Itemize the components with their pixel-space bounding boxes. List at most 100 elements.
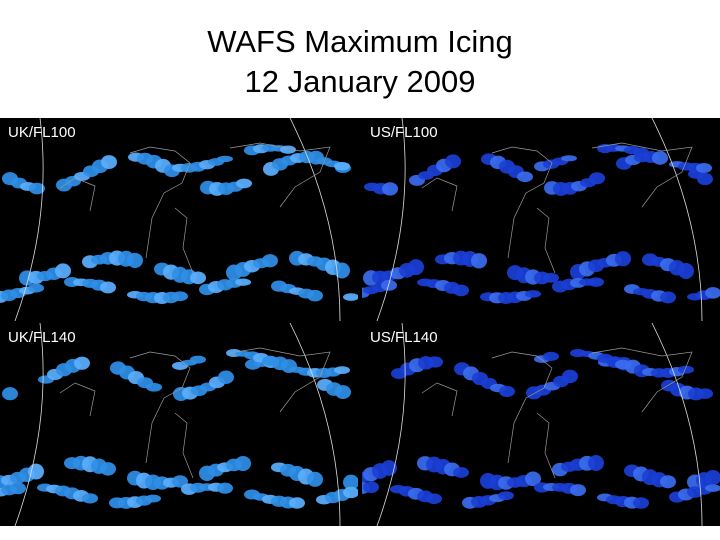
icing-region — [29, 182, 45, 195]
icing-region — [343, 293, 358, 301]
coastline — [591, 347, 693, 413]
icing-region — [652, 151, 668, 165]
map-panel-uk-fl140: UK/FL140 — [0, 323, 358, 526]
icing-region — [453, 284, 469, 297]
icing-region — [615, 251, 631, 267]
icing-region — [678, 263, 694, 279]
icing-region — [498, 491, 514, 501]
icing-region — [660, 475, 676, 489]
icing-region — [74, 356, 90, 370]
icing-region — [335, 385, 351, 400]
icing-region — [2, 387, 18, 401]
projection-line — [651, 323, 703, 526]
coastline — [129, 351, 191, 464]
icing-region — [172, 291, 188, 302]
icing-region — [705, 484, 720, 492]
icing-region — [146, 382, 162, 392]
icing-region — [235, 455, 251, 472]
panel-label: UK/FL100 — [8, 124, 76, 141]
projection-line — [14, 323, 44, 526]
icing-region — [101, 155, 117, 170]
icing-region — [633, 497, 649, 509]
map-panel-us-fl140: US/FL140 — [362, 323, 720, 526]
icing-region — [343, 486, 358, 499]
projection-line — [376, 118, 406, 321]
icing-region — [589, 172, 605, 185]
coastline — [229, 347, 331, 413]
icing-map — [362, 323, 720, 526]
coastline — [491, 146, 553, 259]
icing-region — [262, 355, 278, 366]
coastline — [129, 146, 191, 259]
icing-region — [499, 385, 515, 398]
projection-line — [376, 323, 406, 526]
projection-line — [289, 118, 341, 321]
icing-region — [543, 272, 559, 283]
icing-region — [172, 475, 188, 488]
title-line-2: 12 January 2009 — [244, 64, 476, 99]
icing-region — [55, 263, 71, 279]
title-line-1: WAFS Maximum Icing — [207, 24, 513, 59]
icing-region — [334, 161, 350, 171]
icing-region — [471, 253, 487, 269]
map-panel-us-fl100: US/FL100 — [362, 118, 720, 321]
icing-region — [678, 365, 694, 374]
icing-region — [696, 162, 712, 173]
icing-region — [705, 469, 720, 486]
icing-region — [217, 155, 233, 163]
icing-region — [525, 290, 541, 298]
icing-region — [145, 494, 161, 503]
icing-region — [408, 259, 424, 276]
projection-line — [651, 118, 703, 321]
icing-region — [218, 370, 234, 385]
coastline — [536, 412, 556, 479]
coastline — [421, 177, 458, 212]
coastline — [491, 351, 553, 464]
icing-region — [705, 287, 720, 299]
icing-region — [615, 359, 631, 370]
icing-region — [100, 281, 116, 294]
icing-region — [217, 482, 233, 494]
projection-line — [14, 118, 44, 321]
coastline — [229, 142, 331, 208]
icing-region — [697, 172, 713, 186]
coastline — [174, 207, 194, 274]
slide-title: WAFS Maximum Icing 12 January 2009 — [0, 22, 720, 102]
icing-region — [517, 171, 533, 183]
icing-region — [334, 366, 350, 374]
icing-region — [334, 262, 350, 279]
icing-region — [445, 154, 461, 169]
icing-region — [633, 147, 649, 158]
icing-region — [307, 289, 323, 302]
icing-region — [525, 471, 541, 487]
icing-map — [362, 118, 720, 321]
icing-region — [561, 155, 577, 162]
icing-region — [262, 254, 278, 268]
icing-region — [588, 277, 604, 287]
icing-region — [453, 467, 469, 478]
icing-map — [0, 118, 358, 321]
coastline — [174, 412, 194, 479]
map-grid: UK/FL100 US/FL100 UK/FL140 US/FL140 — [0, 118, 720, 526]
coastline — [59, 177, 96, 212]
coastline — [591, 142, 693, 208]
icing-region — [28, 283, 44, 293]
icing-region — [381, 279, 397, 291]
icing-region — [127, 252, 143, 268]
icing-region — [190, 355, 206, 364]
icing-region — [289, 497, 305, 509]
panel-label: US/FL100 — [370, 124, 438, 141]
icing-region — [660, 291, 676, 304]
coastline — [421, 382, 458, 417]
map-panel-uk-fl100: UK/FL100 — [0, 118, 358, 321]
icing-region — [363, 481, 379, 494]
coastline — [59, 382, 96, 417]
icing-region — [10, 482, 26, 495]
icing-region — [307, 471, 323, 487]
icing-region — [427, 356, 443, 368]
projection-line — [289, 323, 341, 526]
icing-region — [190, 271, 206, 285]
icing-region — [236, 178, 252, 189]
panel-label: UK/FL140 — [8, 329, 76, 346]
icing-region — [382, 182, 398, 196]
